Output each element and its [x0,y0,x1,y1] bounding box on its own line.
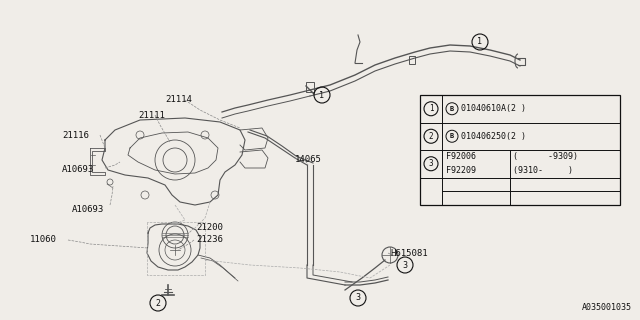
Text: 21114: 21114 [165,95,192,105]
Text: 1: 1 [477,37,483,46]
Bar [409,56,415,64]
Text: 2: 2 [429,132,433,141]
Text: (      -9309): ( -9309) [513,152,578,161]
Bar [306,82,314,92]
Text: A10693: A10693 [62,165,94,174]
Text: 2: 2 [156,299,161,308]
Text: 21116: 21116 [62,131,89,140]
Text: 21236: 21236 [196,236,223,244]
Text: F92006: F92006 [446,152,476,161]
Text: A10693: A10693 [72,205,104,214]
Text: F92209: F92209 [446,166,476,175]
Text: 11060: 11060 [30,236,57,244]
Text: H615081: H615081 [390,249,428,258]
Text: 010406250(2 ): 010406250(2 ) [461,132,526,141]
Text: 1: 1 [429,104,433,113]
Text: 21200: 21200 [196,223,223,233]
Text: B: B [450,106,454,112]
Text: (9310-     ): (9310- ) [513,166,573,175]
Text: 14065: 14065 [295,156,322,164]
Text: A035001035: A035001035 [582,303,632,312]
Text: 3: 3 [429,159,433,168]
Bar [420,95,620,205]
Text: 3: 3 [355,293,360,302]
Text: 3: 3 [403,260,408,269]
Text: 21111: 21111 [138,110,165,119]
Text: 01040610A(2 ): 01040610A(2 ) [461,104,526,113]
Text: B: B [450,133,454,139]
Text: 1: 1 [319,91,324,100]
